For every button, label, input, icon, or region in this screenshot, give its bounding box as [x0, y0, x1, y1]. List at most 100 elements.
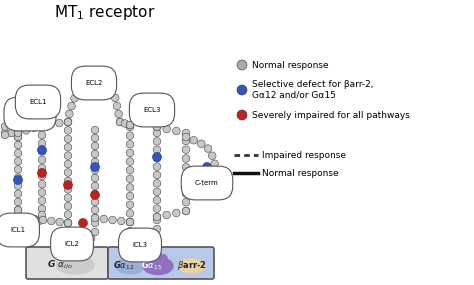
- Circle shape: [64, 186, 72, 193]
- Circle shape: [91, 83, 99, 91]
- Circle shape: [64, 143, 72, 151]
- Circle shape: [64, 219, 72, 227]
- Circle shape: [126, 227, 134, 235]
- Circle shape: [210, 168, 217, 176]
- Circle shape: [91, 214, 99, 222]
- Circle shape: [153, 205, 161, 212]
- Circle shape: [153, 163, 161, 170]
- Circle shape: [99, 84, 107, 92]
- Circle shape: [100, 215, 108, 223]
- Circle shape: [14, 118, 21, 126]
- Circle shape: [64, 177, 72, 185]
- Circle shape: [14, 149, 22, 157]
- Circle shape: [14, 129, 22, 137]
- Circle shape: [182, 207, 190, 215]
- FancyBboxPatch shape: [108, 247, 214, 279]
- Circle shape: [141, 236, 148, 244]
- Circle shape: [55, 119, 63, 127]
- Circle shape: [163, 125, 171, 133]
- Circle shape: [202, 162, 211, 172]
- Circle shape: [14, 190, 22, 198]
- Circle shape: [27, 220, 35, 228]
- Circle shape: [203, 173, 211, 181]
- Circle shape: [38, 156, 46, 164]
- Circle shape: [1, 123, 9, 130]
- FancyBboxPatch shape: [26, 247, 108, 279]
- Circle shape: [126, 158, 134, 165]
- Circle shape: [182, 164, 190, 171]
- Circle shape: [38, 172, 46, 180]
- Circle shape: [148, 116, 155, 123]
- Circle shape: [126, 175, 134, 183]
- Circle shape: [37, 168, 46, 178]
- Circle shape: [126, 149, 134, 157]
- Circle shape: [14, 206, 22, 214]
- Circle shape: [38, 148, 46, 155]
- Circle shape: [190, 137, 198, 144]
- Circle shape: [153, 213, 161, 221]
- Circle shape: [126, 121, 134, 129]
- Circle shape: [64, 169, 72, 176]
- Circle shape: [237, 85, 247, 95]
- Circle shape: [173, 127, 180, 135]
- Text: N-term: N-term: [18, 111, 42, 117]
- Circle shape: [14, 198, 22, 206]
- Text: G $\alpha_{i/o}$: G $\alpha_{i/o}$: [47, 258, 73, 271]
- Circle shape: [182, 172, 190, 180]
- Circle shape: [70, 235, 78, 242]
- Circle shape: [30, 124, 38, 131]
- Ellipse shape: [128, 255, 138, 262]
- Circle shape: [182, 198, 190, 206]
- Text: MT$_1$ receptor: MT$_1$ receptor: [54, 3, 156, 23]
- Circle shape: [38, 140, 46, 147]
- Circle shape: [38, 189, 46, 196]
- Circle shape: [106, 88, 114, 95]
- Circle shape: [163, 211, 171, 219]
- Text: Normal response: Normal response: [262, 168, 338, 178]
- Circle shape: [126, 166, 134, 174]
- Circle shape: [20, 219, 27, 227]
- Circle shape: [91, 162, 100, 172]
- Circle shape: [91, 198, 99, 206]
- Text: G$\alpha_{12}$: G$\alpha_{12}$: [113, 260, 135, 272]
- Circle shape: [182, 155, 190, 162]
- Circle shape: [8, 129, 15, 137]
- Circle shape: [79, 237, 86, 245]
- Circle shape: [91, 126, 99, 134]
- Circle shape: [153, 213, 161, 221]
- Circle shape: [91, 158, 99, 166]
- Circle shape: [14, 206, 22, 214]
- Ellipse shape: [143, 258, 173, 274]
- Circle shape: [126, 132, 134, 139]
- Circle shape: [39, 216, 47, 224]
- Ellipse shape: [72, 252, 84, 260]
- Circle shape: [142, 113, 149, 121]
- Circle shape: [64, 180, 73, 190]
- Circle shape: [153, 171, 161, 179]
- Circle shape: [237, 60, 247, 70]
- Circle shape: [5, 118, 13, 126]
- Text: ECL1: ECL1: [29, 99, 47, 105]
- Circle shape: [182, 129, 190, 137]
- Circle shape: [83, 85, 91, 92]
- Circle shape: [38, 164, 46, 172]
- Ellipse shape: [179, 259, 205, 273]
- Circle shape: [64, 219, 72, 227]
- Circle shape: [116, 118, 124, 126]
- Circle shape: [133, 232, 140, 240]
- Text: $\beta$arr-2: $\beta$arr-2: [177, 260, 207, 272]
- Circle shape: [135, 118, 142, 125]
- Circle shape: [76, 88, 83, 96]
- Ellipse shape: [56, 256, 94, 274]
- Circle shape: [126, 192, 134, 200]
- Circle shape: [91, 219, 99, 227]
- Circle shape: [91, 190, 99, 198]
- Circle shape: [14, 166, 22, 173]
- Circle shape: [91, 206, 99, 214]
- Text: Impaired response: Impaired response: [262, 150, 346, 160]
- Circle shape: [153, 152, 162, 162]
- Circle shape: [64, 118, 72, 126]
- Circle shape: [64, 228, 72, 236]
- Circle shape: [64, 211, 72, 218]
- Circle shape: [14, 141, 22, 149]
